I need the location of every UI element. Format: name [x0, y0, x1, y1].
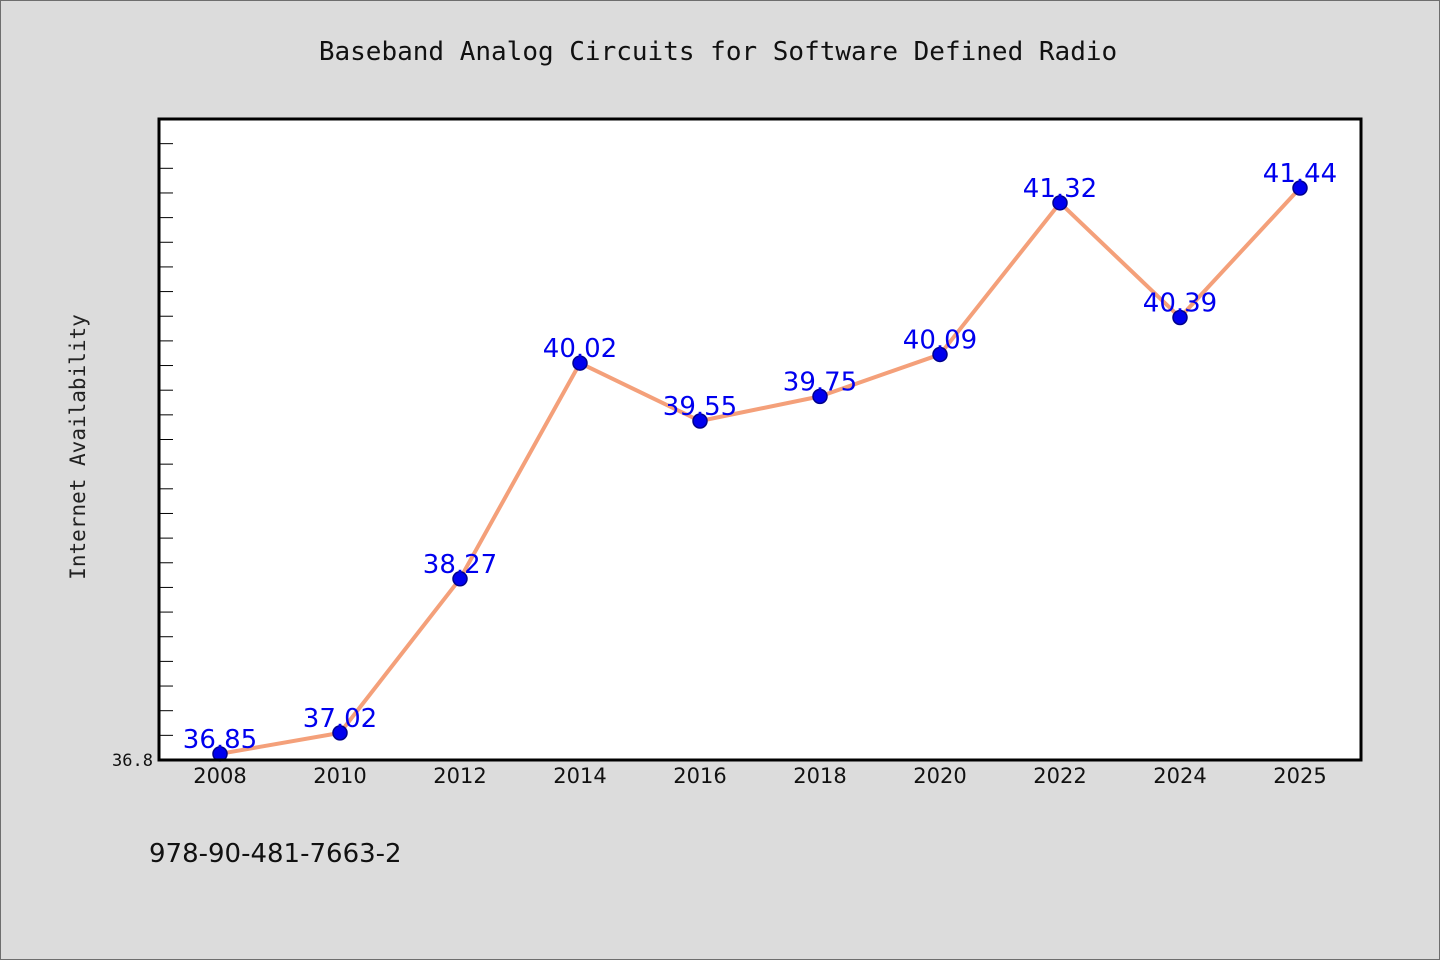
x-tick-label: 2024 — [1153, 764, 1206, 788]
data-point — [572, 355, 588, 371]
data-label: 41.32 — [1023, 174, 1097, 204]
data-label: 38.27 — [423, 550, 497, 580]
data-label: 36.85 — [183, 725, 257, 755]
y-axis-label: Internet Availability — [66, 314, 90, 580]
x-tick-label: 2020 — [913, 764, 966, 788]
series-line — [219, 186, 1302, 756]
data-label: 40.39 — [1143, 288, 1217, 318]
data-point — [452, 571, 468, 587]
y-tick-label: 36.8 — [112, 751, 153, 771]
data-point — [1292, 180, 1308, 196]
data-label: 39.55 — [663, 392, 737, 422]
data-point — [1172, 309, 1188, 326]
data-point — [692, 413, 708, 429]
x-tick-label: 2025 — [1273, 764, 1326, 788]
data-point — [332, 725, 348, 741]
data-point — [812, 388, 828, 405]
data-label: 40.09 — [903, 325, 977, 355]
x-axis-tick-labels: 2008 2010 2012 2014 2016 2018 2020 2022 2024 2025 — [193, 764, 1326, 788]
x-tick-label: 2012 — [433, 764, 486, 788]
x-tick-label: 2014 — [553, 764, 606, 788]
data-label: 41.44 — [1263, 159, 1337, 189]
data-markers — [212, 180, 1308, 762]
x-tick-label: 2022 — [1033, 764, 1086, 788]
data-point — [1052, 195, 1068, 211]
x-tick-label: 2010 — [313, 764, 366, 788]
isbn-text: 978-90-481-7663-2 — [149, 839, 402, 869]
y-axis-tick-labels: 36.8 — [112, 751, 153, 771]
data-label: 40.02 — [543, 334, 617, 364]
data-label: 37.02 — [303, 704, 377, 734]
data-point — [932, 346, 948, 363]
chart-title: Baseband Analog Circuits for Software De… — [319, 37, 1117, 67]
data-labels: 36.85 37.02 38.27 40.02 39.55 39.75 40.09 41.32… — [183, 159, 1337, 755]
x-tick-label: 2008 — [193, 764, 246, 788]
plot-area — [159, 119, 1361, 760]
plot-border — [157, 117, 1363, 762]
x-tick-label: 2016 — [673, 764, 726, 788]
series-line-group — [219, 186, 1302, 756]
data-label: 39.75 — [783, 367, 857, 397]
x-tick-label: 2018 — [793, 764, 846, 788]
